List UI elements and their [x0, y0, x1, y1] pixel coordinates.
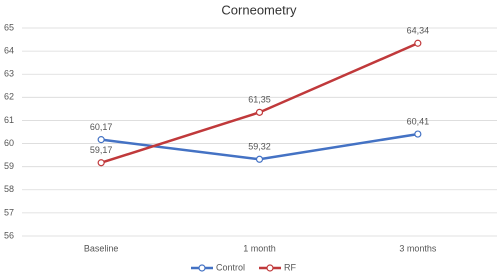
- data-label: 60,41: [407, 116, 430, 126]
- x-tick-label: Baseline: [84, 243, 119, 253]
- point: [414, 130, 422, 138]
- point: [255, 155, 264, 163]
- point: [97, 159, 105, 167]
- legend-marker: [266, 264, 274, 272]
- data-label: 64,34: [407, 26, 430, 36]
- legend-label: Control: [216, 262, 245, 272]
- data-label: 60,17: [90, 122, 113, 132]
- y-tick-label: 56: [4, 230, 14, 240]
- data-label: 59,32: [248, 142, 271, 152]
- y-tick-label: 65: [4, 22, 14, 32]
- data-label: 59,17: [90, 145, 113, 155]
- x-tick-label: 3 months: [399, 243, 437, 253]
- y-tick-label: 60: [4, 138, 14, 148]
- legend-marker: [198, 264, 206, 272]
- y-tick-label: 64: [4, 45, 14, 55]
- y-tick-label: 62: [4, 92, 14, 102]
- x-tick-label: 1 month: [243, 243, 276, 253]
- y-tick-label: 63: [4, 69, 14, 79]
- y-tick-label: 58: [4, 184, 14, 194]
- y-tick-label: 57: [4, 207, 14, 217]
- data-label: 61,35: [248, 95, 271, 105]
- chart-title: Corneometry: [221, 2, 297, 17]
- point: [97, 136, 105, 144]
- point: [414, 39, 422, 47]
- y-tick-label: 61: [4, 115, 14, 125]
- legend-label: RF: [284, 262, 296, 272]
- point: [255, 108, 264, 116]
- y-tick-label: 59: [4, 161, 14, 171]
